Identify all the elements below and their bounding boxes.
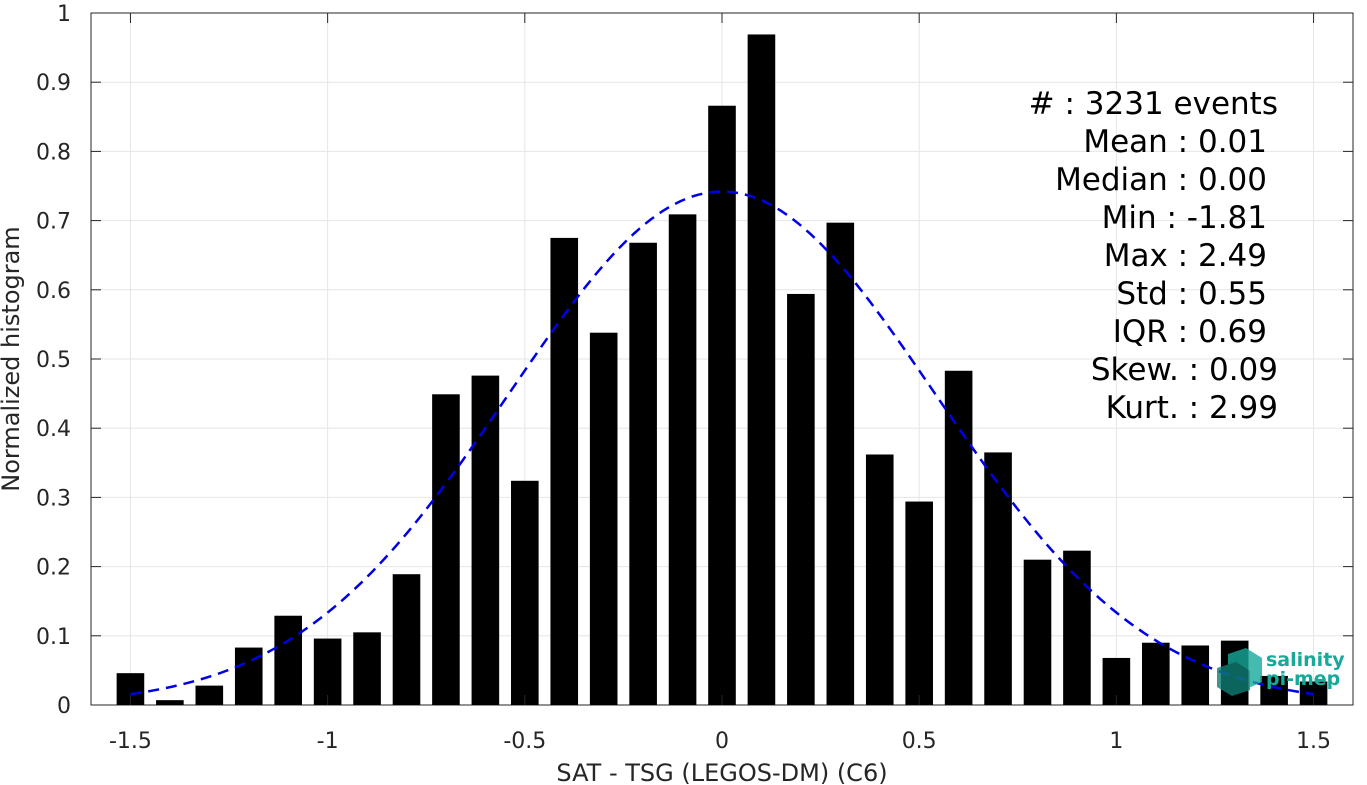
- histogram-bar: [708, 105, 736, 705]
- y-tick-label: 0.9: [36, 71, 71, 96]
- histogram-bar: [905, 501, 933, 705]
- x-tick-label: 0: [715, 729, 729, 754]
- stat-line: IQR : 0.69: [1113, 314, 1267, 350]
- stat-line: Skew. : 0.09: [1091, 352, 1278, 388]
- x-tick-label: -1.5: [109, 729, 152, 754]
- x-tick-label: -1: [317, 729, 339, 754]
- histogram-bar: [984, 452, 1012, 705]
- stat-line: # : 3231 events: [1029, 86, 1278, 122]
- histogram-bar: [471, 375, 500, 705]
- histogram-bar: [1023, 559, 1052, 705]
- stat-line: Std : 0.55: [1116, 276, 1267, 312]
- stat-line: Mean : 0.01: [1083, 124, 1267, 160]
- logo-line1: salinity: [1266, 649, 1345, 671]
- y-tick-label: 1: [57, 2, 71, 27]
- histogram-bar: [432, 394, 460, 705]
- histogram-bar: [944, 370, 973, 705]
- histogram-bar: [668, 214, 697, 705]
- histogram-bar: [747, 34, 776, 705]
- y-tick-label: 0.6: [36, 279, 71, 304]
- histogram-bar: [787, 293, 815, 705]
- x-tick-label: -0.5: [503, 729, 546, 754]
- histogram-bar: [1142, 642, 1170, 705]
- histogram-bar: [826, 222, 855, 705]
- histogram-bar: [313, 638, 342, 705]
- histogram-bar: [629, 242, 657, 705]
- histogram-bar: [353, 632, 381, 705]
- stat-line: Min : -1.81: [1102, 200, 1267, 236]
- histogram-bar: [274, 615, 302, 705]
- y-tick-label: 0.1: [36, 625, 71, 650]
- stat-line: Max : 2.49: [1104, 238, 1267, 274]
- y-axis-title: Normalized histogram: [0, 226, 25, 491]
- y-tick-label: 0: [57, 694, 71, 719]
- histogram-bar: [511, 480, 539, 705]
- histogram-bar: [865, 454, 894, 705]
- x-axis-title: SAT - TSG (LEGOS-DM) (C6): [556, 759, 887, 785]
- y-tick-label: 0.8: [36, 140, 71, 165]
- x-tick-label: 0.5: [902, 729, 937, 754]
- y-tick-label: 0.7: [36, 210, 71, 235]
- stat-line: Kurt. : 2.99: [1106, 390, 1278, 426]
- histogram-bar: [1181, 645, 1210, 705]
- histogram-bar: [1063, 550, 1091, 705]
- x-tick-label: 1: [1109, 729, 1123, 754]
- y-axis-ticks: 0 0.1 0.2 0.3 0.4 0.5 0.6 0.7 0.8 0.9 1: [36, 2, 1353, 719]
- y-tick-label: 0.5: [36, 348, 71, 373]
- x-axis-ticks: -1.5 -1 -0.5 0 0.5 1 1.5: [109, 13, 1331, 754]
- histogram-bar: [589, 332, 618, 705]
- histogram-bar: [1260, 675, 1288, 705]
- y-tick-label: 0.3: [36, 486, 71, 511]
- logo-line2: pi-mep: [1266, 668, 1340, 690]
- y-tick-label: 0.4: [36, 417, 71, 442]
- normal-fit-curve: [130, 190, 1314, 696]
- y-tick-label: 0.2: [36, 556, 71, 581]
- histogram-bar: [392, 574, 421, 705]
- stat-line: Median : 0.00: [1055, 162, 1267, 198]
- logo-cube-icon: [1217, 648, 1262, 696]
- x-tick-label: 1.5: [1296, 729, 1331, 754]
- histogram-bar: [550, 237, 579, 705]
- salinity-pi-mep-logo: salinity pi-mep: [1217, 648, 1345, 696]
- histogram-bar: [156, 700, 184, 705]
- histogram-bar: [195, 685, 224, 705]
